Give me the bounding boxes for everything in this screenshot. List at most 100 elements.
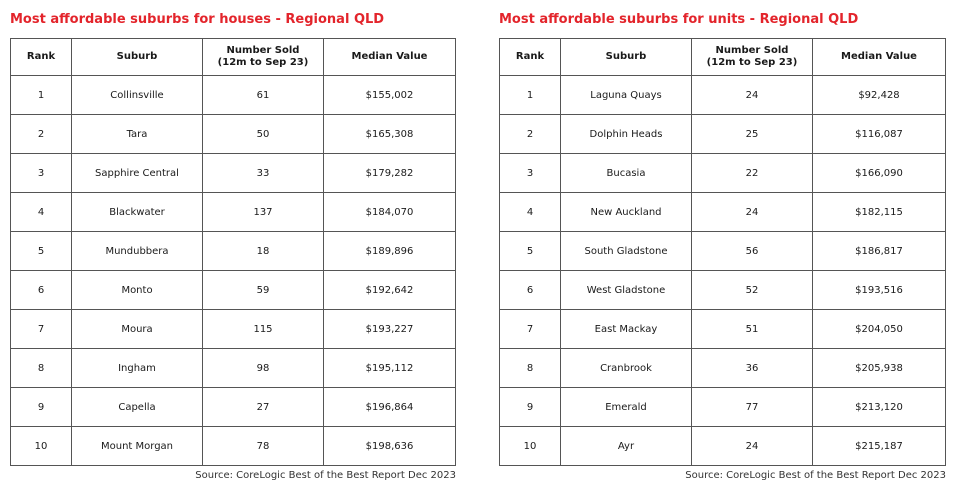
header-number-sold-line2: (12m to Sep 23)	[706, 57, 798, 68]
table-row: 1 Laguna Quays 24 $92,428	[499, 75, 946, 115]
rank-cell: 1	[10, 75, 72, 115]
number-sold-cell: 115	[202, 309, 324, 349]
rank-cell: 9	[10, 387, 72, 427]
rank-cell: 5	[10, 231, 72, 271]
houses-table: Rank Suburb Number Sold (12m to Sep 23) …	[10, 38, 456, 466]
number-sold-cell: 61	[202, 75, 324, 115]
suburb-cell: Collinsville	[71, 75, 203, 115]
suburb-cell: Mount Morgan	[71, 426, 203, 466]
rank-cell: 10	[499, 426, 561, 466]
rank-cell: 10	[10, 426, 72, 466]
suburb-cell: Emerald	[560, 387, 692, 427]
suburb-cell: Ingham	[71, 348, 203, 388]
suburb-cell: Capella	[71, 387, 203, 427]
houses-header-row: Rank Suburb Number Sold (12m to Sep 23) …	[10, 38, 456, 76]
rank-cell: 6	[10, 270, 72, 310]
houses-table-body: 1 Collinsville 61 $155,002 2 Tara 50 $165,308 3 S…	[10, 75, 456, 466]
table-row: 5 Mundubbera 18 $189,896	[10, 231, 456, 271]
number-sold-cell: 56	[691, 231, 813, 271]
units-title: Most affordable suburbs for units - Regi…	[499, 12, 859, 27]
median-value-cell: $198,636	[323, 426, 456, 466]
table-row: 10 Ayr 24 $215,187	[499, 426, 946, 466]
houses-panel: Most affordable suburbs for houses - Reg…	[10, 0, 456, 481]
rank-cell: 6	[499, 270, 561, 310]
header-number-sold: Number Sold (12m to Sep 23)	[691, 38, 813, 76]
table-row: 3 Sapphire Central 33 $179,282	[10, 153, 456, 193]
units-source-note: Source: CoreLogic Best of the Best Repor…	[685, 470, 946, 481]
table-row: 6 Monto 59 $192,642	[10, 270, 456, 310]
number-sold-cell: 24	[691, 426, 813, 466]
suburb-cell: South Gladstone	[560, 231, 692, 271]
number-sold-cell: 50	[202, 114, 324, 154]
number-sold-cell: 27	[202, 387, 324, 427]
units-table: Rank Suburb Number Sold (12m to Sep 23) …	[499, 38, 946, 466]
number-sold-cell: 24	[691, 192, 813, 232]
number-sold-cell: 52	[691, 270, 813, 310]
median-value-cell: $192,642	[323, 270, 456, 310]
number-sold-cell: 137	[202, 192, 324, 232]
median-value-cell: $213,120	[812, 387, 946, 427]
median-value-cell: $189,896	[323, 231, 456, 271]
rank-cell: 8	[10, 348, 72, 388]
table-row: 4 New Auckland 24 $182,115	[499, 192, 946, 232]
suburb-cell: Sapphire Central	[71, 153, 203, 193]
table-row: 4 Blackwater 137 $184,070	[10, 192, 456, 232]
number-sold-cell: 77	[691, 387, 813, 427]
number-sold-cell: 51	[691, 309, 813, 349]
suburb-cell: Tara	[71, 114, 203, 154]
suburb-cell: New Auckland	[560, 192, 692, 232]
table-row: 2 Tara 50 $165,308	[10, 114, 456, 154]
table-row: 2 Dolphin Heads 25 $116,087	[499, 114, 946, 154]
table-row: 5 South Gladstone 56 $186,817	[499, 231, 946, 271]
number-sold-cell: 22	[691, 153, 813, 193]
median-value-cell: $186,817	[812, 231, 946, 271]
rank-cell: 2	[499, 114, 561, 154]
median-value-cell: $165,308	[323, 114, 456, 154]
suburb-cell: Moura	[71, 309, 203, 349]
units-header-row: Rank Suburb Number Sold (12m to Sep 23) …	[499, 38, 946, 76]
number-sold-cell: 24	[691, 75, 813, 115]
suburb-cell: Laguna Quays	[560, 75, 692, 115]
rank-cell: 7	[10, 309, 72, 349]
rank-cell: 3	[10, 153, 72, 193]
table-row: 9 Emerald 77 $213,120	[499, 387, 946, 427]
rank-cell: 1	[499, 75, 561, 115]
header-rank: Rank	[10, 38, 72, 76]
rank-cell: 9	[499, 387, 561, 427]
median-value-cell: $155,002	[323, 75, 456, 115]
suburb-cell: West Gladstone	[560, 270, 692, 310]
rank-cell: 8	[499, 348, 561, 388]
rank-cell: 2	[10, 114, 72, 154]
houses-title: Most affordable suburbs for houses - Reg…	[10, 12, 385, 27]
median-value-cell: $205,938	[812, 348, 946, 388]
suburb-cell: Cranbrook	[560, 348, 692, 388]
table-row: 8 Cranbrook 36 $205,938	[499, 348, 946, 388]
table-row: 7 Moura 115 $193,227	[10, 309, 456, 349]
table-row: 6 West Gladstone 52 $193,516	[499, 270, 946, 310]
number-sold-cell: 36	[691, 348, 813, 388]
median-value-cell: $166,090	[812, 153, 946, 193]
rank-cell: 5	[499, 231, 561, 271]
header-suburb: Suburb	[71, 38, 203, 76]
table-row: 7 East Mackay 51 $204,050	[499, 309, 946, 349]
suburb-cell: Mundubbera	[71, 231, 203, 271]
header-median-value: Median Value	[323, 38, 456, 76]
header-number-sold-line1: Number Sold	[715, 45, 789, 56]
median-value-cell: $193,227	[323, 309, 456, 349]
number-sold-cell: 25	[691, 114, 813, 154]
table-row: 8 Ingham 98 $195,112	[10, 348, 456, 388]
median-value-cell: $184,070	[323, 192, 456, 232]
number-sold-cell: 78	[202, 426, 324, 466]
header-number-sold: Number Sold (12m to Sep 23)	[202, 38, 324, 76]
units-panel: Most affordable suburbs for units - Regi…	[499, 0, 946, 481]
rank-cell: 3	[499, 153, 561, 193]
number-sold-cell: 33	[202, 153, 324, 193]
table-row: 9 Capella 27 $196,864	[10, 387, 456, 427]
median-value-cell: $116,087	[812, 114, 946, 154]
suburb-cell: East Mackay	[560, 309, 692, 349]
median-value-cell: $193,516	[812, 270, 946, 310]
suburb-cell: Dolphin Heads	[560, 114, 692, 154]
number-sold-cell: 98	[202, 348, 324, 388]
houses-source-note: Source: CoreLogic Best of the Best Repor…	[195, 470, 456, 481]
median-value-cell: $195,112	[323, 348, 456, 388]
